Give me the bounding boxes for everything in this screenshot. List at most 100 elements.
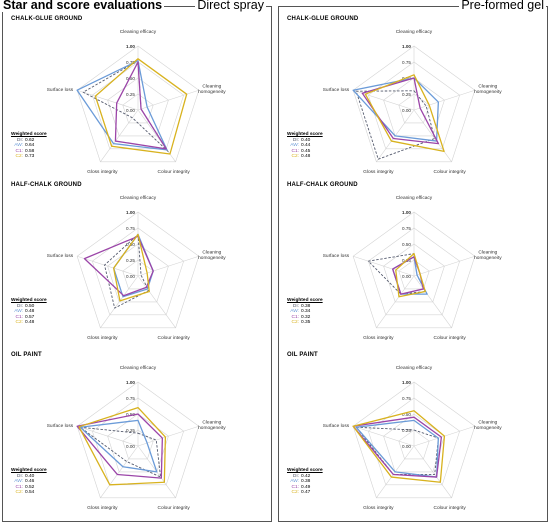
grid-ring (367, 397, 461, 486)
score-row-aw: AW: 0.64 (11, 143, 47, 149)
score-value: 0.46 (25, 479, 35, 485)
score-key: DI: (292, 473, 299, 479)
tick-label: 0.00 (126, 444, 135, 449)
axis-label: Cleaning efficacy (396, 195, 433, 201)
chart-title: CHALK-GLUE GROUND (287, 16, 359, 22)
score-row-di: DI: 0.38 (287, 304, 323, 310)
weighted-score-heading: Weighted score (287, 298, 323, 303)
tick-label: 1.00 (402, 380, 411, 385)
series-aw-polygon (355, 419, 439, 478)
score-row-di: DI: 0.40 (287, 138, 323, 144)
score-value: 0.45 (301, 148, 311, 154)
axis-label: homogeneity (198, 255, 226, 261)
score-key: C2: (291, 320, 299, 326)
grid-ring (352, 211, 476, 329)
weighted-score-legend: Weighted score DI: 0.42 AW: 0.38 C1: 0.49 C2: 0.… (287, 468, 323, 496)
tick-label: 0.50 (402, 242, 411, 247)
score-key: DI: (16, 473, 23, 479)
score-value: 0.35 (301, 320, 311, 326)
axis-label: Surface loss (47, 253, 74, 259)
score-key: C1: (15, 148, 23, 154)
axis-spoke (353, 255, 415, 277)
grid-ring (91, 61, 185, 150)
method-title-preformed-gel: Pre-formed gel (459, 0, 546, 12)
tick-label: 0.00 (402, 444, 411, 449)
radar-chart-2: HALF-CHALK GROUND 0.00 0.25 0.50 0.75 1.00 Cle… (4, 180, 274, 350)
score-row-di: DI: 0.40 (11, 474, 47, 480)
axis-label: Gloss integrity (363, 505, 394, 511)
grid-ring (398, 259, 430, 290)
score-value: 0.57 (25, 314, 35, 320)
axis-label: Colour integrity (433, 169, 466, 175)
score-value: 0.40 (25, 473, 35, 479)
score-row-c1: C1: 0.49 (287, 485, 323, 491)
page-title: Star and score evaluations (1, 0, 165, 12)
axis-label: Cleaning efficacy (120, 195, 157, 201)
axis-spoke (137, 109, 176, 162)
series-c2-polygon (395, 252, 426, 298)
axis-label: Cleaning efficacy (120, 365, 157, 371)
score-value: 0.34 (301, 309, 311, 315)
tick-label: 0.00 (402, 274, 411, 279)
tick-label: 0.50 (402, 76, 411, 81)
tick-label: 0.50 (126, 76, 135, 81)
weighted-score-legend: Weighted score DI: 0.40 AW: 0.46 C1: 0.52 C2: 0.… (11, 468, 47, 496)
tick-label: 0.75 (126, 60, 135, 65)
axis-spoke (77, 425, 139, 447)
axis-spoke (100, 275, 139, 328)
weighted-score-heading: Weighted score (11, 132, 47, 137)
axis-label: Cleaning (202, 420, 221, 426)
score-row-c1: C1: 0.57 (11, 315, 47, 321)
axis-label: Gloss integrity (363, 335, 394, 341)
grid-ring (352, 45, 476, 163)
series-c2-polygon (94, 58, 188, 155)
chart-title: OIL PAINT (11, 352, 42, 358)
axis-label: homogeneity (474, 255, 502, 261)
axis-spoke (137, 89, 199, 111)
grid-ring (76, 211, 200, 329)
tick-label: 1.00 (126, 210, 135, 215)
axis-spoke (376, 275, 415, 328)
score-key: DI: (292, 137, 299, 143)
axis-label: homogeneity (198, 425, 226, 431)
score-value: 0.64 (25, 143, 35, 149)
axis-spoke (413, 255, 475, 277)
score-key: AW: (290, 479, 299, 485)
grid-ring (398, 93, 430, 124)
axis-spoke (413, 89, 475, 111)
axis-spoke (137, 425, 199, 447)
score-value: 0.38 (301, 303, 311, 309)
grid-ring (91, 227, 185, 316)
preformed-gel-frame (278, 6, 548, 522)
score-value: 0.50 (25, 303, 35, 309)
series-aw-polygon (76, 60, 168, 151)
score-value: 0.42 (301, 473, 311, 479)
chart-title: CHALK-GLUE GROUND (11, 16, 83, 22)
tick-label: 1.00 (402, 44, 411, 49)
score-value: 0.44 (301, 143, 311, 149)
score-row-aw: AW: 0.44 (287, 143, 323, 149)
score-value: 0.52 (25, 484, 35, 490)
grid-ring (122, 429, 154, 460)
axis-label: Colour integrity (157, 169, 190, 175)
series-c2-polygon (364, 74, 445, 153)
tick-label: 0.75 (402, 60, 411, 65)
series-c1-polygon (114, 61, 167, 150)
score-key: AW: (14, 479, 23, 485)
score-key: C1: (15, 484, 23, 490)
score-row-di: DI: 0.42 (287, 474, 323, 480)
score-row-c2: C2: 0.48 (287, 154, 323, 160)
axis-label: Cleaning efficacy (120, 29, 157, 35)
axis-label: Surface loss (323, 253, 350, 259)
score-key: AW: (290, 309, 299, 315)
grid-ring (91, 397, 185, 486)
axis-label: Gloss integrity (87, 335, 118, 341)
chart-title: HALF-CHALK GROUND (11, 182, 82, 188)
score-row-di: DI: 0.50 (11, 304, 47, 310)
grid-ring (107, 413, 169, 473)
score-key: DI: (16, 137, 23, 143)
axis-label: Cleaning (202, 84, 221, 90)
weighted-score-heading: Weighted score (11, 468, 47, 473)
